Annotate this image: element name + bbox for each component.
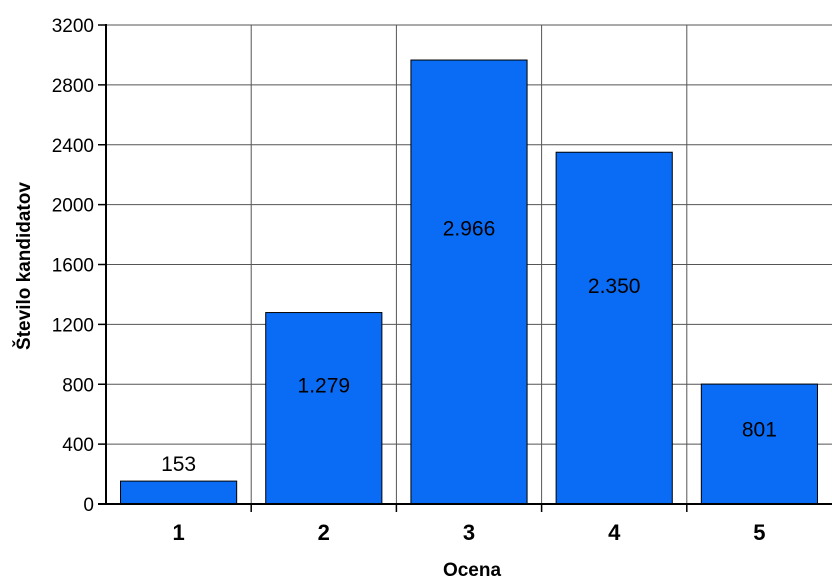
y-tick-label: 800 [62, 375, 94, 396]
bar-1 [120, 480, 238, 505]
label-layer: 0 400 800 1200 1600 2000 2400 2800 3200 1 153 2 1.27… [52, 16, 777, 545]
x-tick-label: 1 [172, 520, 184, 545]
y-tick-label: 2000 [52, 196, 94, 217]
x-tick-label: 2 [318, 520, 330, 545]
data-label: 1.279 [298, 374, 351, 397]
data-label: 153 [161, 453, 196, 476]
bar-layer [120, 59, 818, 505]
bar-5 [700, 383, 818, 505]
y-tick-label: 2800 [52, 76, 94, 97]
y-tick-label: 2400 [52, 136, 94, 157]
y-tick-label: 0 [83, 495, 94, 516]
y-tick-label: 3200 [52, 16, 94, 37]
bar-3 [410, 59, 528, 505]
y-axis-label: Število kandidatov [13, 182, 35, 350]
x-tick-label: 4 [608, 520, 621, 545]
x-axis-label: Ocena [443, 560, 502, 581]
y-tick-label: 400 [62, 435, 94, 456]
x-tick-label: 5 [753, 520, 765, 545]
data-label: 2.350 [588, 275, 641, 298]
bar-4 [555, 151, 673, 505]
x-tick-label: 3 [463, 520, 475, 545]
y-tick-label: 1600 [52, 256, 94, 277]
axis-layer [98, 24, 832, 512]
data-label: 801 [742, 419, 777, 442]
bar-2 [265, 312, 383, 505]
data-label: 2.966 [443, 218, 496, 241]
y-tick-label: 1200 [52, 315, 94, 336]
